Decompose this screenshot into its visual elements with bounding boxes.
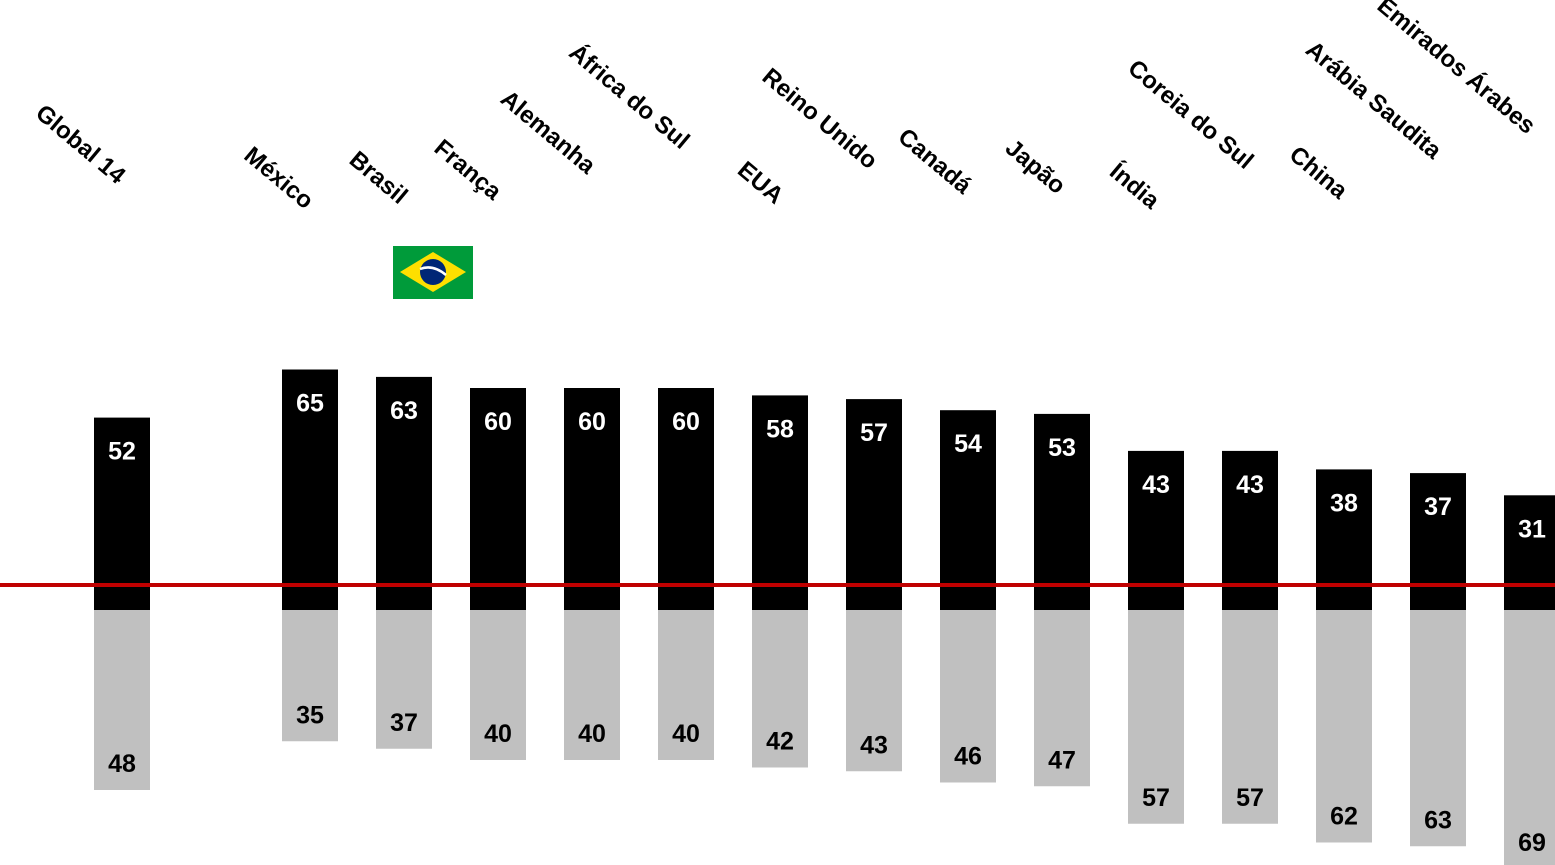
brazil-flag-icon <box>393 246 473 299</box>
data-label-lower: 48 <box>108 750 136 778</box>
data-label-upper: 54 <box>954 430 982 458</box>
category-label: Global 14 <box>30 99 131 190</box>
category-label: Coreia do Sul <box>1123 54 1259 174</box>
bar-upper <box>564 388 620 610</box>
category-label: Índia <box>1104 157 1165 215</box>
bar-lower <box>1410 610 1466 847</box>
data-label-upper: 52 <box>108 438 136 466</box>
bar-lower <box>1222 610 1278 824</box>
bar-lower <box>1034 610 1090 787</box>
data-label-upper: 63 <box>390 397 418 425</box>
category-label: Canadá <box>893 123 977 200</box>
data-label-upper: 58 <box>766 415 794 443</box>
data-label-upper: 53 <box>1048 434 1076 462</box>
bar-lower <box>282 610 338 742</box>
data-label-upper: 37 <box>1424 493 1452 521</box>
bars-upper-series: 52 65 63 60 60 60 58 57 54 53 43 43 38 37 31 <box>94 369 1555 610</box>
flag-globe <box>420 259 446 285</box>
bar-upper <box>376 376 432 610</box>
data-label-upper: 38 <box>1330 489 1358 517</box>
data-label-upper: 60 <box>578 408 606 436</box>
category-label: Brasil <box>344 146 412 210</box>
bar-lower <box>940 610 996 783</box>
bar-lower <box>470 610 526 760</box>
bar-upper <box>1504 495 1555 610</box>
category-label: Japão <box>1000 134 1070 199</box>
bar-lower <box>376 610 432 749</box>
bar-lower <box>752 610 808 768</box>
bar-lower <box>846 610 902 772</box>
data-label-lower: 40 <box>484 720 512 748</box>
data-label-lower: 62 <box>1330 803 1358 831</box>
data-label-upper: 65 <box>296 390 324 418</box>
bar-upper <box>658 388 714 610</box>
bar-upper <box>1034 413 1090 610</box>
category-label: EUA <box>732 156 788 209</box>
bar-lower <box>1128 610 1184 824</box>
category-label: México <box>239 142 319 215</box>
bar-upper <box>94 417 150 610</box>
bar-lower <box>1316 610 1372 843</box>
data-label-upper: 57 <box>860 419 888 447</box>
bar-upper <box>752 395 808 610</box>
data-label-lower: 57 <box>1142 784 1170 812</box>
bar-upper <box>846 399 902 610</box>
data-label-upper: 43 <box>1142 471 1170 499</box>
data-label-lower: 69 <box>1518 829 1546 857</box>
category-label: Reino Unido <box>757 63 883 175</box>
data-label-lower: 40 <box>672 720 700 748</box>
category-label: Alemanha <box>495 85 601 180</box>
bar-lower <box>1504 610 1555 865</box>
category-label: China <box>1284 141 1353 205</box>
bar-lower <box>658 610 714 760</box>
data-label-lower: 46 <box>954 743 982 771</box>
bar-upper <box>282 369 338 610</box>
data-label-lower: 40 <box>578 720 606 748</box>
data-label-upper: 60 <box>672 408 700 436</box>
data-label-lower: 63 <box>1424 806 1452 834</box>
data-label-lower: 35 <box>296 701 324 729</box>
bar-lower <box>94 610 150 790</box>
data-label-lower: 57 <box>1236 784 1264 812</box>
data-label-lower: 37 <box>390 709 418 737</box>
flag-band <box>419 266 447 276</box>
data-label-upper: 31 <box>1518 515 1546 543</box>
category-labels: Global 14 México Brasil FrançaAlemanhaÁfric… <box>30 0 1541 215</box>
data-label-upper: 43 <box>1236 471 1264 499</box>
bar-upper <box>470 388 526 610</box>
bar-upper <box>940 410 996 610</box>
category-label: França <box>429 134 507 206</box>
category-label: África do Sul <box>564 38 695 155</box>
bar-upper <box>1410 473 1466 610</box>
bars-lower-series: 48 35 37 40 40 40 42 43 46 47 57 57 62 63 69 <box>94 610 1555 865</box>
data-label-lower: 42 <box>766 728 794 756</box>
data-label-lower: 43 <box>860 731 888 759</box>
data-label-upper: 60 <box>484 408 512 436</box>
data-label-lower: 47 <box>1048 746 1076 774</box>
bar-lower <box>564 610 620 760</box>
